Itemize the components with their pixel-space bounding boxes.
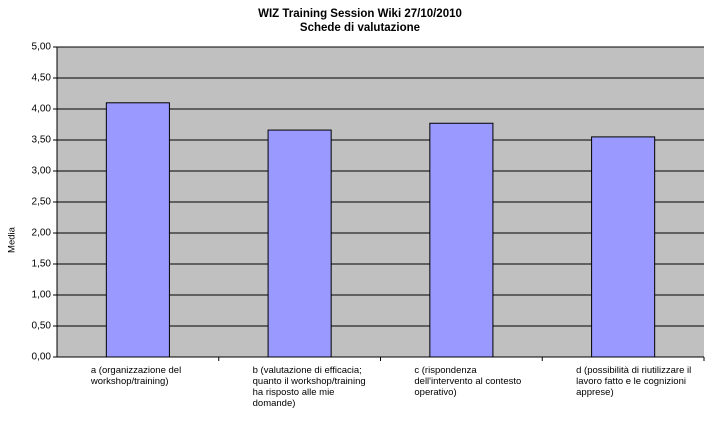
y-tick-label: 0,00 [32, 352, 52, 363]
bar [267, 129, 332, 358]
x-tick-label: c (rispondenza dell'intervento al contes… [414, 365, 522, 398]
y-tick-label: 1,00 [32, 290, 52, 301]
bar [105, 102, 170, 358]
y-tick-label: 2,50 [32, 197, 52, 208]
bar [591, 136, 656, 358]
x-tick-label: b (valutazione di efficacia; quanto il w… [252, 365, 366, 409]
bar [429, 122, 494, 358]
y-tick-label: 2,00 [32, 228, 52, 239]
chart-title: WIZ Training Session Wiki 27/10/2010 [258, 8, 462, 20]
y-tick-label: 3,50 [32, 135, 52, 146]
x-tick-label: a (organizzazione del workshop/training) [90, 365, 182, 387]
y-axis-label: Media [7, 226, 18, 253]
y-tick-label: 1,50 [32, 259, 52, 270]
y-tick-label: 0,50 [32, 321, 52, 332]
chart-subtitle: Schede di valutazione [300, 22, 420, 34]
x-tick-label: d (possibilità di riutilizzare il lavoro… [576, 365, 692, 398]
y-tick-label: 4,50 [32, 73, 52, 84]
y-tick-label: 4,00 [32, 104, 52, 115]
y-tick-label: 5,00 [32, 42, 52, 53]
y-tick-label: 3,00 [32, 166, 52, 177]
